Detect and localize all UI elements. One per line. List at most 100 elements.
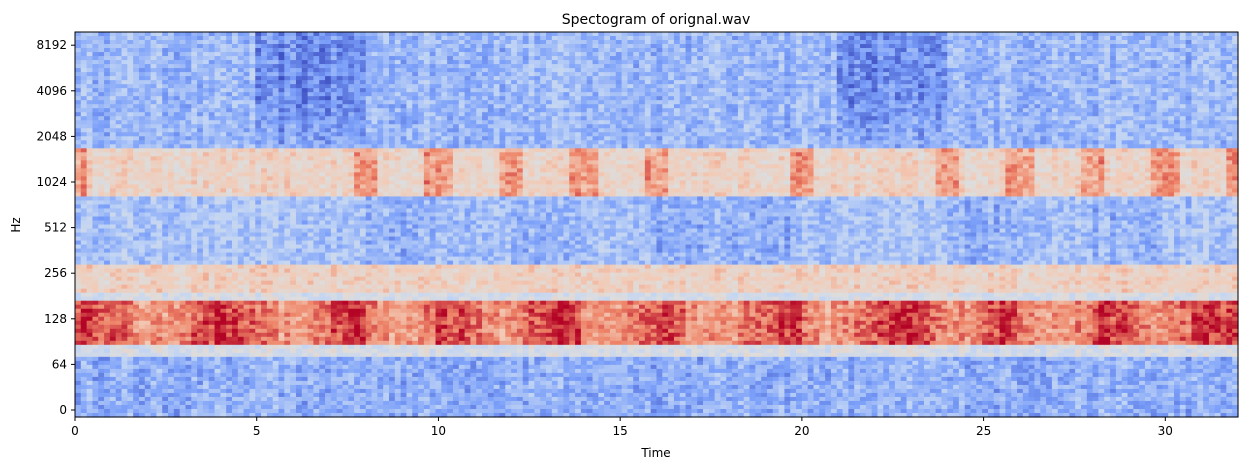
heatmap-cell (197, 84, 204, 89)
heatmap-cell (325, 84, 332, 89)
heatmap-cell (156, 392, 163, 398)
heatmap-cell (92, 156, 99, 161)
heatmap-cell (226, 236, 233, 242)
heatmap-cell (179, 236, 187, 242)
heatmap-cell (197, 184, 204, 190)
heatmap-cell (307, 96, 315, 101)
heatmap-cell (342, 272, 349, 278)
heatmap-cell (86, 344, 94, 350)
heatmap-cell (121, 172, 128, 177)
heatmap-cell (336, 124, 344, 129)
heatmap-cell (266, 308, 274, 314)
heatmap-cell (255, 372, 262, 378)
heatmap-cell (138, 384, 146, 390)
heatmap-cell (266, 88, 274, 93)
heatmap-cell (290, 100, 297, 105)
heatmap-cell (342, 248, 349, 254)
heatmap-cell (249, 80, 256, 85)
heatmap-cell (371, 300, 378, 306)
heatmap-cell (237, 396, 245, 402)
heatmap-cell (86, 364, 94, 370)
heatmap-cell (162, 180, 169, 185)
heatmap-cell (272, 196, 280, 202)
heatmap-cell (272, 248, 280, 254)
heatmap-cell (272, 404, 280, 410)
heatmap-cell (185, 292, 192, 298)
heatmap-cell (237, 384, 245, 390)
heatmap-cell (255, 332, 262, 338)
heatmap-cell (133, 248, 140, 254)
heatmap-cell (92, 216, 99, 222)
heatmap-cell (365, 340, 373, 346)
heatmap-cell (109, 32, 117, 37)
heatmap-cell (220, 220, 227, 226)
heatmap-cell (208, 164, 216, 169)
heatmap-cell (173, 324, 181, 330)
heatmap-cell (237, 368, 245, 374)
heatmap-cell (109, 64, 117, 69)
heatmap-cell (144, 68, 152, 73)
heatmap-cell (109, 60, 117, 65)
heatmap-cell (290, 340, 297, 346)
heatmap-cell (104, 288, 111, 294)
heatmap-cell (138, 300, 146, 306)
heatmap-cell (237, 280, 245, 286)
heatmap-cell (208, 64, 216, 69)
heatmap-cell (138, 280, 146, 286)
heatmap-cell (249, 252, 256, 258)
heatmap-cell (371, 152, 378, 157)
heatmap-cell (278, 52, 285, 57)
heatmap-cell (243, 88, 251, 93)
heatmap-cell (156, 408, 163, 414)
heatmap-cell (307, 88, 315, 93)
heatmap-cell (249, 336, 256, 342)
heatmap-cell (226, 92, 233, 97)
heatmap-cell (249, 216, 256, 222)
heatmap-cell (197, 304, 204, 310)
heatmap-cell (232, 40, 239, 45)
heatmap-cell (98, 336, 105, 342)
heatmap-cell (307, 328, 315, 334)
heatmap-cell (168, 256, 175, 262)
heatmap-cell (214, 44, 221, 49)
heatmap-cell (301, 400, 309, 406)
heatmap-cell (144, 388, 152, 394)
heatmap-cell (185, 396, 192, 402)
heatmap-cell (220, 184, 227, 190)
heatmap-cell (86, 292, 94, 298)
heatmap-cell (295, 140, 303, 145)
heatmap-cell (354, 344, 361, 350)
heatmap-cell (138, 32, 146, 37)
heatmap-cell (185, 400, 192, 406)
heatmap-cell (80, 180, 88, 185)
heatmap-cell (133, 132, 140, 137)
heatmap-cell (226, 84, 233, 89)
heatmap-cell (115, 36, 123, 41)
heatmap-cell (278, 284, 285, 290)
heatmap-cell (144, 184, 152, 190)
heatmap-cell (220, 256, 227, 262)
heatmap-cell (92, 408, 99, 414)
heatmap-cell (202, 140, 210, 145)
heatmap-cell (255, 200, 262, 206)
heatmap-cell (226, 104, 233, 109)
heatmap-cell (243, 220, 251, 226)
heatmap-cell (185, 92, 192, 97)
heatmap-cell (237, 132, 245, 137)
heatmap-cell (75, 200, 82, 206)
heatmap-cell (104, 248, 111, 254)
heatmap-cell (202, 136, 210, 141)
heatmap-cell (243, 44, 251, 49)
heatmap-cell (365, 376, 373, 382)
heatmap-cell (290, 108, 297, 113)
heatmap-cell (75, 300, 82, 306)
heatmap-cell (237, 32, 245, 37)
heatmap-cell (295, 136, 303, 141)
heatmap-cell (371, 316, 378, 322)
heatmap-cell (168, 312, 175, 318)
heatmap-cell (226, 140, 233, 145)
heatmap-cell (150, 72, 158, 77)
heatmap-cell (185, 164, 192, 169)
heatmap-cell (156, 276, 163, 282)
heatmap-cell (191, 180, 198, 185)
